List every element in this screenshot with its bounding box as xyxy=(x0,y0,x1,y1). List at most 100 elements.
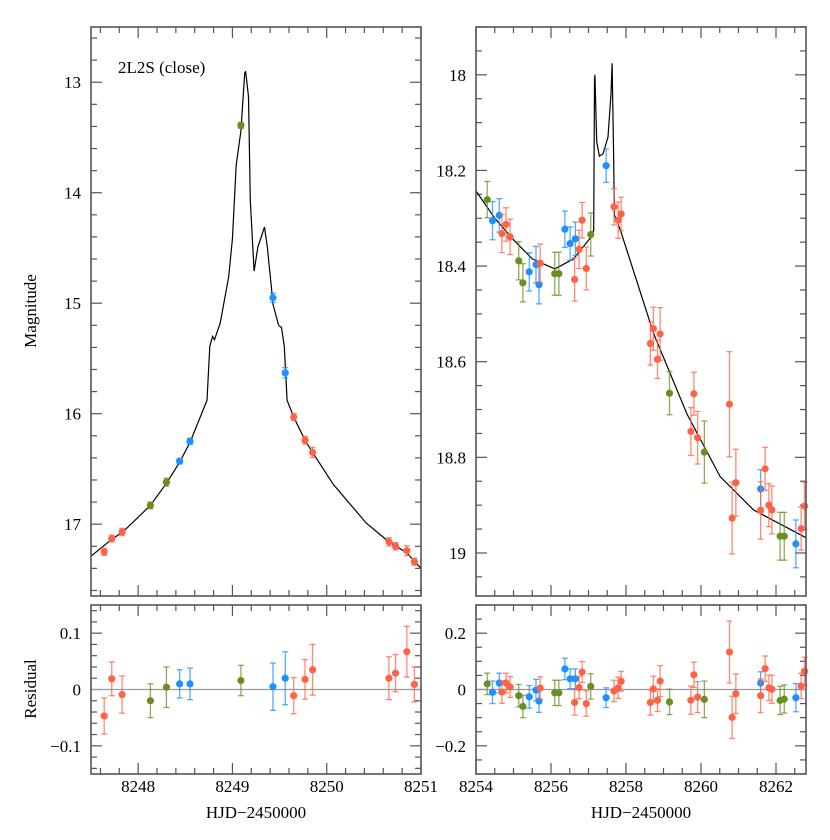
y-tick-label: −0.1 xyxy=(50,737,81,756)
data-marker xyxy=(506,233,514,241)
data-marker xyxy=(495,211,503,219)
panel-frame xyxy=(475,604,807,775)
data-point-red xyxy=(578,660,586,684)
data-point-red xyxy=(768,674,776,704)
data-point-red xyxy=(728,695,736,740)
data-point-red xyxy=(385,537,393,547)
data-point-red xyxy=(649,306,657,351)
y-tick-label: 14 xyxy=(64,184,82,203)
data-point-green xyxy=(237,121,245,129)
data-marker xyxy=(694,693,702,701)
data-marker xyxy=(561,225,569,233)
data-point-red xyxy=(118,675,126,714)
data-marker xyxy=(578,216,586,224)
data-marker xyxy=(515,257,523,265)
data-marker xyxy=(308,666,317,674)
data-point-red xyxy=(610,187,618,226)
data-marker xyxy=(186,680,194,688)
data-marker xyxy=(725,400,734,408)
data-marker xyxy=(498,688,506,696)
data-marker xyxy=(768,506,776,514)
data-point-red xyxy=(761,655,769,682)
data-point-green xyxy=(555,251,563,296)
data-point-red xyxy=(582,690,590,717)
x-tick-label: 8248 xyxy=(121,777,155,796)
data-point-red xyxy=(725,351,734,458)
data-point-blue xyxy=(176,457,184,465)
data-point-blue xyxy=(561,210,569,249)
data-point-green xyxy=(665,371,674,416)
data-marker xyxy=(535,697,543,705)
x-axis-label-right: HJD−2450000 xyxy=(591,803,691,822)
data-marker xyxy=(617,677,625,685)
data-marker xyxy=(780,532,788,540)
y-tick-label: 0 xyxy=(458,681,467,700)
data-point-green xyxy=(483,180,491,219)
y-tick-label: 19 xyxy=(449,544,466,563)
data-point-red xyxy=(290,677,298,715)
data-point-red xyxy=(571,689,579,716)
data-marker xyxy=(536,684,544,692)
data-point-red xyxy=(301,658,309,700)
data-marker xyxy=(488,217,497,225)
x-tick-label: 8260 xyxy=(684,777,718,796)
data-point-blue xyxy=(525,252,533,292)
x-axis-label-left: HJD−2450000 xyxy=(206,803,306,822)
data-marker xyxy=(571,698,579,707)
left_residual-ticks xyxy=(91,605,422,774)
data-marker xyxy=(403,648,411,656)
data-marker xyxy=(757,692,765,700)
left_residual-panel: 0.1 0 −0.1 8248 8249 8250 8251 xyxy=(50,604,438,796)
data-marker xyxy=(665,389,674,397)
x-tick-label: 8250 xyxy=(310,777,344,796)
data-marker xyxy=(118,528,126,536)
x-tick-label: 8251 xyxy=(404,777,438,796)
data-point-blue xyxy=(525,684,533,709)
data-point-green xyxy=(146,501,154,510)
data-marker xyxy=(301,436,309,444)
right_lightcurve-ticks xyxy=(475,26,806,596)
data-marker xyxy=(646,339,654,348)
y-tick-label: 16 xyxy=(64,405,81,424)
data-point-red xyxy=(653,688,662,713)
data-marker xyxy=(506,683,514,691)
data-marker xyxy=(587,230,595,239)
data-marker xyxy=(757,506,765,515)
data-point-red xyxy=(385,656,393,701)
x-tick-label: 8262 xyxy=(759,777,793,796)
data-marker xyxy=(617,210,625,218)
data-point-red xyxy=(502,207,510,242)
data-point-green xyxy=(587,673,595,700)
data-point-red xyxy=(757,481,765,540)
data-point-red xyxy=(728,481,736,555)
data-marker xyxy=(700,448,708,456)
data-marker xyxy=(656,330,664,338)
data-marker xyxy=(502,220,510,229)
data-marker xyxy=(108,675,116,683)
data-point-blue xyxy=(186,667,194,701)
data-point-red xyxy=(403,545,411,557)
data-point-red xyxy=(761,446,769,491)
data-marker xyxy=(797,524,805,533)
data-point-red xyxy=(690,661,698,689)
data-marker xyxy=(281,674,289,682)
data-marker xyxy=(687,696,695,704)
data-point-red xyxy=(614,676,622,700)
data-marker xyxy=(162,478,171,486)
data-point-red xyxy=(100,547,108,556)
data-marker xyxy=(237,121,245,129)
right_residual-panel: 0.2 0 −0.2 8254 8256 8258 8260 8262 xyxy=(435,604,809,796)
y-tick-label: 18 xyxy=(449,66,466,85)
data-marker xyxy=(269,683,277,691)
y-tick-label: 0.2 xyxy=(445,624,466,643)
data-point-red xyxy=(308,446,317,458)
data-marker xyxy=(602,162,610,170)
data-point-red xyxy=(617,670,625,692)
data-point-blue xyxy=(602,687,610,709)
data-marker xyxy=(525,268,533,276)
data-marker xyxy=(488,688,497,696)
data-point-green xyxy=(780,684,788,714)
data-marker xyxy=(308,448,317,456)
data-point-red xyxy=(571,257,579,302)
data-marker xyxy=(653,696,662,704)
